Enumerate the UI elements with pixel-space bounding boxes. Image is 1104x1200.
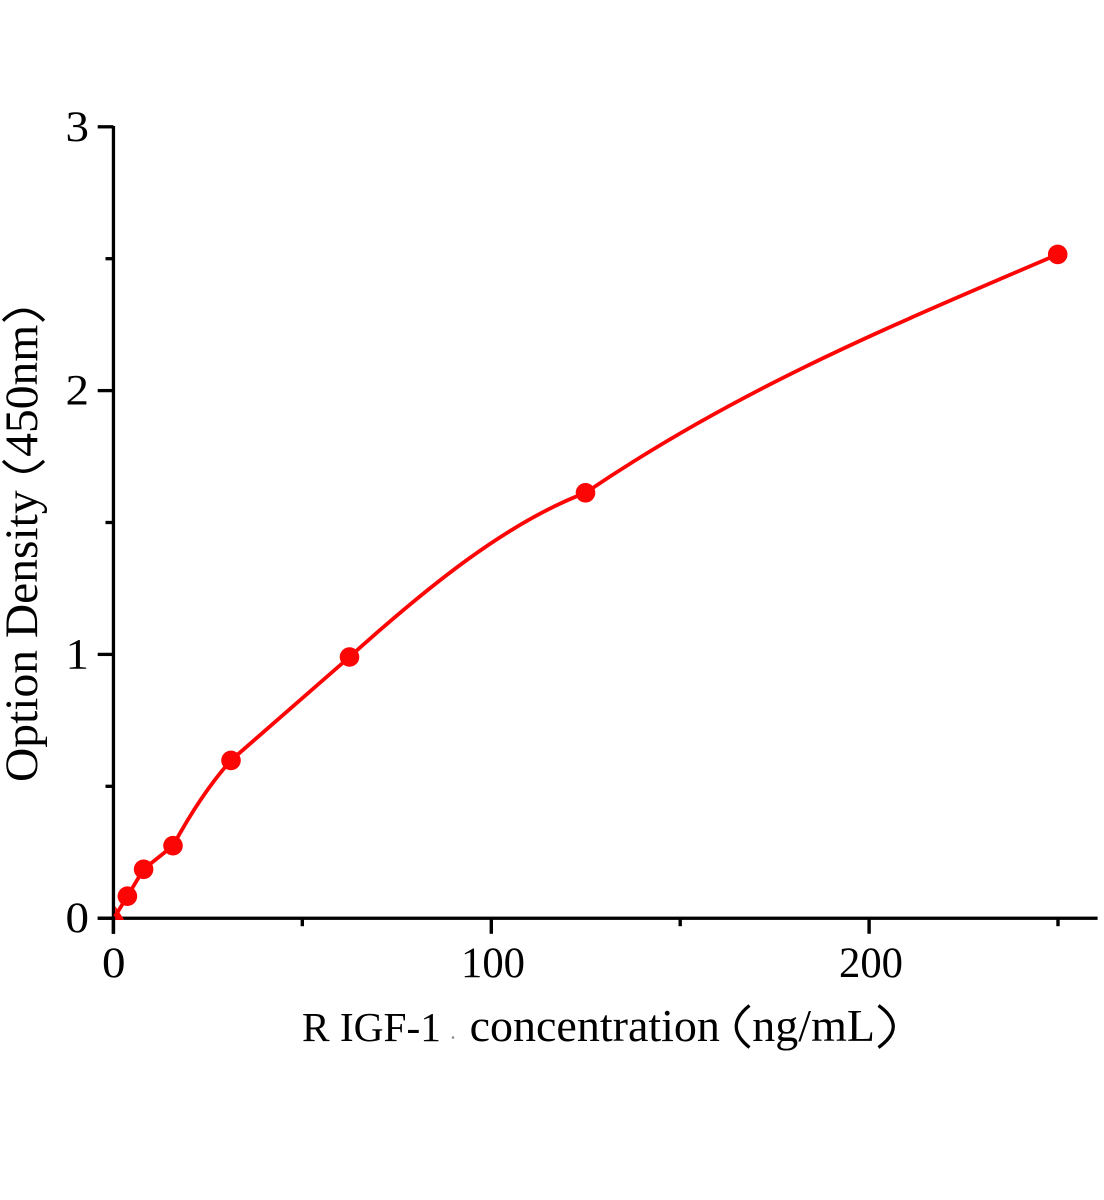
svg-text:0: 0 xyxy=(66,895,90,942)
svg-text:0: 0 xyxy=(102,940,126,987)
svg-text:200: 200 xyxy=(839,940,903,987)
svg-text:100: 100 xyxy=(461,940,525,987)
svg-text:R IGF-1: R IGF-1 xyxy=(302,1004,441,1050)
svg-text:Option Density: Option Density xyxy=(0,490,48,782)
svg-text:3: 3 xyxy=(66,104,90,151)
svg-text:1: 1 xyxy=(66,631,90,678)
svg-text:concentration: concentration xyxy=(470,1000,720,1051)
svg-text:ng/mL: ng/mL xyxy=(752,1000,875,1051)
svg-text:450nm: 450nm xyxy=(0,325,48,457)
svg-text:2: 2 xyxy=(66,368,90,415)
